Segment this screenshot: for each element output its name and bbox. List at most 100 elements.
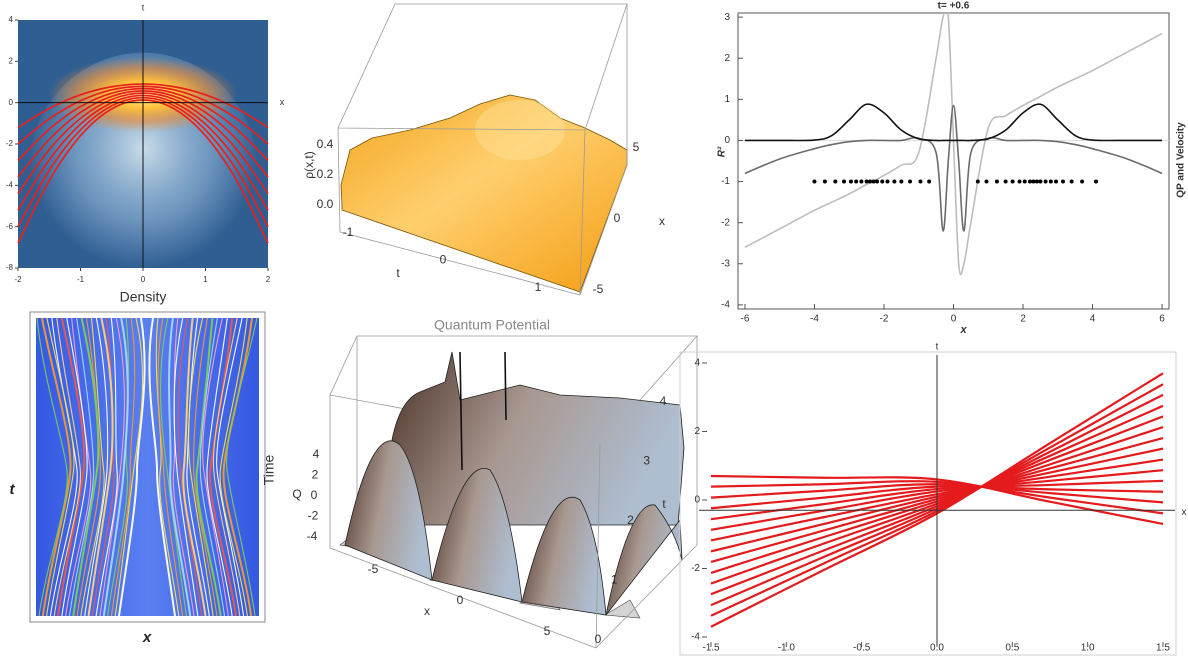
y-tick-label: 2: [724, 53, 730, 64]
particle: [1060, 179, 1065, 184]
particle: [833, 179, 838, 184]
tick-label: -2: [308, 509, 319, 523]
particle: [1017, 179, 1022, 184]
particle: [1080, 179, 1085, 184]
x-tick-label: 4: [1090, 314, 1096, 325]
x-tick-label: 2: [266, 275, 271, 284]
y-tick-label: -1: [721, 176, 730, 187]
particle: [1003, 179, 1008, 184]
tick-label: -1: [343, 225, 354, 239]
trajectory: [212, 317, 241, 617]
axis-label: x: [659, 214, 665, 228]
axis-label: t: [662, 497, 666, 511]
trajectory: [219, 317, 248, 617]
particle: [908, 179, 913, 184]
particle: [918, 179, 923, 184]
y-tick-label: 2: [9, 56, 14, 65]
trajectory: [76, 317, 101, 617]
axis-label: x: [142, 629, 152, 646]
y-tick-label: -3: [721, 258, 730, 269]
tick-label: 0.4: [317, 137, 334, 151]
particle: [984, 179, 989, 184]
particle: [864, 179, 869, 184]
plot-frame: [679, 351, 1177, 656]
trajectory: [36, 317, 68, 617]
trajectory: [188, 317, 214, 617]
x-tick-label: 0.5: [1005, 643, 1019, 654]
y-tick-label: 1: [724, 94, 730, 105]
tick-label: 4: [660, 394, 667, 408]
tick-label: 2: [627, 513, 634, 527]
trajectory: [57, 317, 86, 617]
x-tick-label: -0.5: [853, 643, 871, 654]
tick-label: 0: [614, 211, 621, 225]
trajectory: [177, 317, 203, 617]
x-tick-label: 2: [1020, 314, 1026, 325]
density-surface: [337, 3, 628, 296]
particle: [1043, 179, 1048, 184]
tick-label: 3: [643, 454, 650, 468]
particle: [1069, 179, 1074, 184]
particle: [1048, 179, 1053, 184]
trajectory: [202, 317, 229, 617]
tick-label: 1: [611, 573, 618, 587]
y-tick-label: -2: [6, 139, 14, 148]
particle: [848, 179, 853, 184]
trajectory: [173, 317, 199, 617]
x-tick-label: 1.5: [1156, 643, 1170, 654]
trajectory: [148, 317, 176, 617]
trajectory: [68, 317, 95, 617]
side-label: Time: [261, 454, 277, 485]
tick-label: -5: [593, 282, 604, 296]
y-tick-label: -8: [6, 263, 14, 272]
particle: [812, 179, 817, 184]
y-tick-label: 0: [724, 135, 730, 146]
tick-label: -5: [368, 562, 379, 576]
trajectory-lines: [36, 317, 258, 617]
particle: [1022, 179, 1027, 184]
x-tick-label: -1.5: [702, 643, 720, 654]
trajectory: [160, 317, 187, 617]
trajectory: [40, 317, 72, 617]
caption: Density: [120, 289, 167, 305]
axis-label: t: [142, 2, 145, 12]
y-tick-label: -2: [721, 217, 730, 228]
trajectory: [46, 317, 75, 617]
y-tick-label: -4: [691, 632, 700, 643]
particle: [1027, 179, 1032, 184]
x-tick-label: -6: [740, 314, 749, 325]
tick-label: 0.2: [317, 167, 334, 181]
trajectory: [49, 317, 78, 617]
trajectory: [118, 317, 146, 617]
tick-label: 0.0: [317, 197, 334, 211]
particle: [1034, 179, 1039, 184]
x-tick-label: 0.0: [930, 643, 944, 654]
axis-label: Q: [292, 487, 301, 501]
trajectory: [168, 317, 192, 617]
particle: [854, 179, 859, 184]
particle: [975, 179, 980, 184]
y-tick-label: 4: [9, 15, 14, 24]
axis-label: t: [396, 266, 400, 280]
trajectory: [222, 317, 254, 617]
trajectory: [95, 317, 118, 617]
particle: [859, 179, 864, 184]
trajectory: [87, 317, 114, 617]
trajectory: [61, 317, 88, 617]
particle: [1094, 179, 1099, 184]
chart-title: t= +0.6: [938, 1, 970, 12]
axis-label: ρ(x,t): [302, 151, 316, 179]
axis-label: t: [936, 342, 939, 353]
trajectory: [172, 317, 195, 617]
trajectory: [208, 317, 237, 617]
particle: [994, 179, 999, 184]
x-tick-label: -2: [880, 314, 889, 325]
tick-label: 0: [457, 593, 464, 607]
particle: [892, 179, 897, 184]
x-tick-label: -1: [77, 275, 85, 284]
plot-area: [738, 13, 1169, 276]
x-tick-label: 0: [141, 275, 146, 284]
trajectory: [84, 317, 109, 617]
trajectory: [199, 317, 226, 617]
tick-label: 1: [535, 280, 542, 294]
